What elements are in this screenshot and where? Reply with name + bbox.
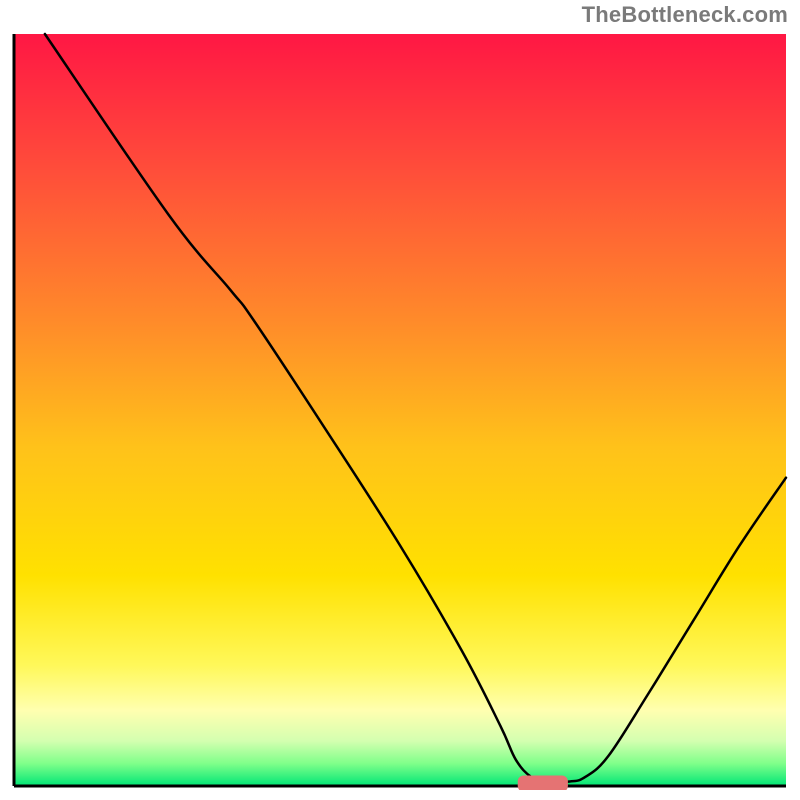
- chart-background: [14, 34, 786, 786]
- optimal-marker: [518, 775, 568, 790]
- bottleneck-chart: [10, 30, 790, 790]
- chart-svg: [10, 30, 790, 790]
- watermark-text: TheBottleneck.com: [582, 2, 788, 28]
